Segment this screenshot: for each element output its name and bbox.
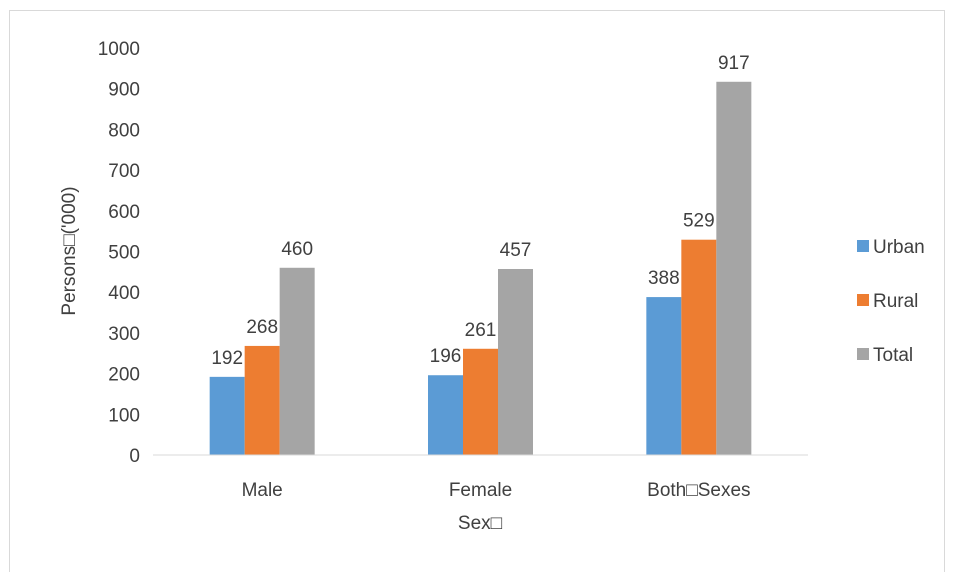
legend-swatch-total xyxy=(857,348,869,360)
data-label: 268 xyxy=(246,317,278,338)
data-label: 457 xyxy=(500,240,532,261)
bar-total xyxy=(498,269,533,455)
chart-frame xyxy=(9,10,945,572)
y-tick-label: 800 xyxy=(108,120,140,141)
y-tick-label: 1000 xyxy=(98,39,140,60)
legend: Urban Rural Total xyxy=(857,237,925,366)
x-axis-title: Sex□ xyxy=(458,513,503,534)
legend-swatch-rural xyxy=(857,294,869,306)
bar-total xyxy=(716,81,752,455)
y-tick-label: 900 xyxy=(108,80,140,101)
x-tick-label: Male xyxy=(242,480,283,501)
y-axis-ticks: 0 100 200 300 400 500 600 700 800 900 1000 xyxy=(98,39,140,467)
data-label: 196 xyxy=(430,346,462,367)
data-label: 917 xyxy=(718,53,750,74)
data-label: 192 xyxy=(211,348,243,369)
bar-urban xyxy=(646,297,682,455)
bar-urban xyxy=(428,375,463,455)
bar-rural xyxy=(463,348,498,455)
y-tick-label: 0 xyxy=(129,446,140,467)
bar-total xyxy=(279,267,315,455)
data-label: 388 xyxy=(648,268,680,289)
y-tick-label: 400 xyxy=(108,283,140,304)
legend-label: Total xyxy=(873,345,913,366)
x-axis-ticks: Male Female Both□Sexes xyxy=(242,480,751,501)
data-label: 460 xyxy=(281,239,313,260)
bars xyxy=(209,81,752,455)
y-tick-label: 100 xyxy=(108,405,140,426)
legend-label: Urban xyxy=(873,237,925,258)
x-tick-label: Female xyxy=(449,480,512,501)
y-tick-label: 600 xyxy=(108,202,140,223)
legend-label: Rural xyxy=(873,291,918,312)
data-label: 529 xyxy=(683,211,715,232)
legend-swatch-urban xyxy=(857,240,869,252)
bar-rural xyxy=(681,239,717,455)
bar-urban xyxy=(209,376,245,455)
y-tick-label: 200 xyxy=(108,365,140,386)
data-label: 261 xyxy=(465,320,497,341)
y-tick-label: 300 xyxy=(108,324,140,345)
y-tick-label: 700 xyxy=(108,161,140,182)
y-tick-label: 500 xyxy=(108,243,140,264)
y-axis-title: Persons□('000) xyxy=(59,186,80,315)
x-tick-label: Both□Sexes xyxy=(647,480,750,501)
bar-rural xyxy=(244,345,280,455)
